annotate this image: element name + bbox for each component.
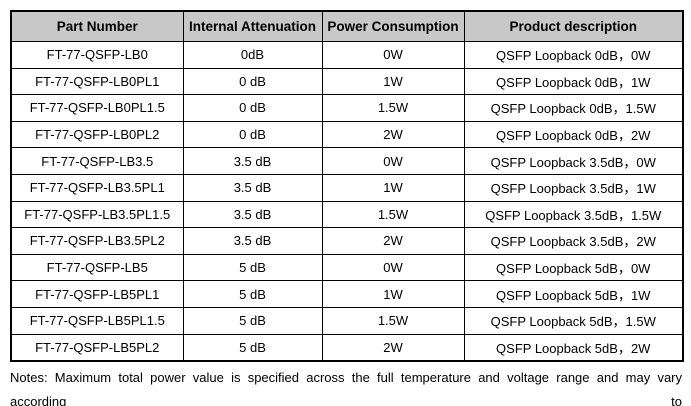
table-cell: 3.5 dB xyxy=(182,147,323,175)
table-cell: QSFP Loopback 0dB，0W xyxy=(463,41,684,69)
table-cell: 1W xyxy=(321,67,465,96)
notes-line-1: Notes: Maximum total power value is spec… xyxy=(10,370,682,406)
table-cell: 1W xyxy=(321,173,465,202)
table-cell: QSFP Loopback 0dB，1.5W xyxy=(463,94,684,122)
table-cell: QSFP Loopback 5dB，1.5W xyxy=(463,306,684,335)
table-cell: 5 dB xyxy=(182,253,323,282)
table-cell: FT-77-QSFP-LB3.5PL1 xyxy=(10,173,184,202)
table-cell: 2W xyxy=(321,120,465,149)
table-row: FT-77-QSFP-LB0PL1 0 dB 1W QSFP Loopback 0dB… xyxy=(10,67,684,96)
table-row: FT-77-QSFP-LB3.5PL1.5 3.5 dB 1.5W QSFP Loop… xyxy=(10,200,684,229)
table-cell: 0W xyxy=(321,253,465,282)
table-row: FT-77-QSFP-LB0PL2 0 dB 2W QSFP Loopback 0dB… xyxy=(10,120,684,149)
table-cell: 0W xyxy=(321,147,465,175)
table-cell: FT-77-QSFP-LB3.5PL1.5 xyxy=(10,200,184,229)
table-row: FT-77-QSFP-LB3.5PL2 3.5 dB 2W QSFP Loopback… xyxy=(10,227,684,255)
table-row: FT-77-QSFP-LB5PL1 5 dB 1W QSFP Loopback 5dB… xyxy=(10,280,684,308)
table-cell: 1.5W xyxy=(321,306,465,335)
table-cell: 2W xyxy=(321,227,465,255)
table-cell: FT-77-QSFP-LB3.5 xyxy=(10,147,184,175)
table-cell: 5 dB xyxy=(182,280,323,308)
table-cell: 3.5 dB xyxy=(182,200,323,229)
table-cell: 0 dB xyxy=(182,67,323,96)
table-cell: 5 dB xyxy=(182,333,323,362)
table-cell: FT-77-QSFP-LB0PL2 xyxy=(10,120,184,149)
column-header: Internal Attenuation xyxy=(182,10,323,42)
table-cell: QSFP Loopback 0dB，2W xyxy=(463,120,684,149)
column-header: Product description xyxy=(463,10,684,42)
table-cell: 2W xyxy=(321,333,465,362)
table-cell: QSFP Loopback 3.5dB，1W xyxy=(463,173,684,202)
table-cell: FT-77-QSFP-LB5PL1.5 xyxy=(10,306,184,335)
table-cell: FT-77-QSFP-LB5PL1 xyxy=(10,280,184,308)
table-cell: 0dB xyxy=(182,41,323,69)
table-cell: 1.5W xyxy=(321,94,465,122)
table-cell: FT-77-QSFP-LB3.5PL2 xyxy=(10,227,184,255)
table-cell: FT-77-QSFP-LB0PL1 xyxy=(10,67,184,96)
table-cell: FT-77-QSFP-LB5PL2 xyxy=(10,333,184,362)
table-cell: 0 dB xyxy=(182,94,323,122)
table-cell: 1.5W xyxy=(321,200,465,229)
table-cell: QSFP Loopback 3.5dB，1.5W xyxy=(463,200,684,229)
column-header: Power Consumption xyxy=(321,10,465,42)
table-cell: QSFP Loopback 3.5dB，2W xyxy=(463,227,684,255)
table-row: FT-77-QSFP-LB0 0dB 0W QSFP Loopback 0dB，0W xyxy=(10,41,684,69)
table-cell: FT-77-QSFP-LB0 xyxy=(10,41,184,69)
table-cell: 0W xyxy=(321,41,465,69)
notes: Notes: Maximum total power value is spec… xyxy=(10,366,682,406)
table-cell: QSFP Loopback 5dB，1W xyxy=(463,280,684,308)
table-cell: FT-77-QSFP-LB5 xyxy=(10,253,184,282)
table-header-row: Part Number Internal Attenuation Power Con… xyxy=(10,10,684,42)
table-cell: 3.5 dB xyxy=(182,173,323,202)
table-row: FT-77-QSFP-LB0PL1.5 0 dB 1.5W QSFP Loopback… xyxy=(10,94,684,122)
table-row: FT-77-QSFP-LB5PL2 5 dB 2W QSFP Loopback 5dB… xyxy=(10,333,684,362)
table-cell: QSFP Loopback 0dB，1W xyxy=(463,67,684,96)
table-row: FT-77-QSFP-LB5PL1.5 5 dB 1.5W QSFP Loopback… xyxy=(10,306,684,335)
table-cell: QSFP Loopback 3.5dB，0W xyxy=(463,147,684,175)
table-cell: FT-77-QSFP-LB0PL1.5 xyxy=(10,94,184,122)
table-cell: 5 dB xyxy=(182,306,323,335)
table-cell: 3.5 dB xyxy=(182,227,323,255)
table-cell: QSFP Loopback 5dB，2W xyxy=(463,333,684,362)
table-cell: 0 dB xyxy=(182,120,323,149)
product-table: Part Number Internal Attenuation Power Con… xyxy=(10,10,684,363)
table-row: FT-77-QSFP-LB5 5 dB 0W QSFP Loopback 5dB，0W xyxy=(10,253,684,282)
table-row: FT-77-QSFP-LB3.5PL1 3.5 dB 1W QSFP Loopback… xyxy=(10,173,684,202)
table-row: FT-77-QSFP-LB3.5 3.5 dB 0W QSFP Loopback 3.… xyxy=(10,147,684,175)
column-header: Part Number xyxy=(10,10,184,42)
table-cell: QSFP Loopback 5dB，0W xyxy=(463,253,684,282)
table-cell: 1W xyxy=(321,280,465,308)
